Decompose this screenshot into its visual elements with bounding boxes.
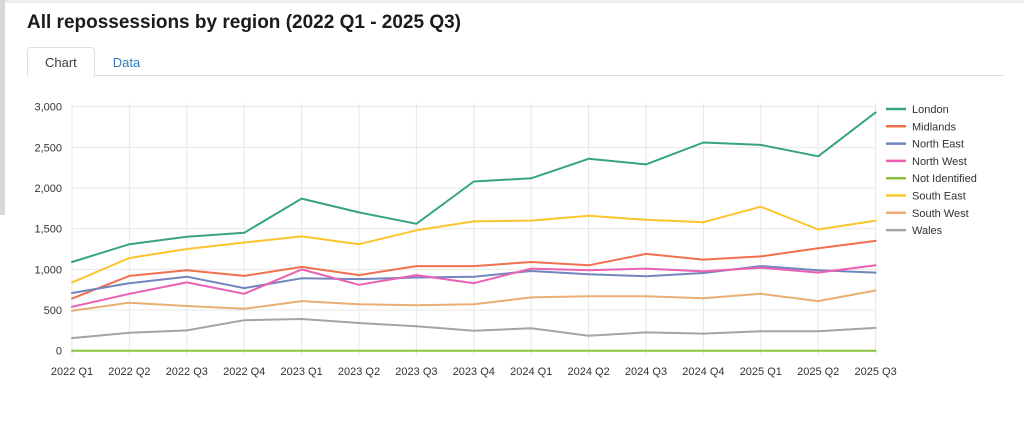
chart-area: 0 500 1,000 1,500 2,000 2,500 3,000 2022 Q1 2022…	[0, 88, 1024, 398]
page-left-edge	[0, 0, 5, 215]
x-axis-label: 2022 Q4	[223, 366, 265, 378]
y-axis-label: 1,500	[34, 224, 62, 236]
x-axis-label: 2023 Q2	[338, 366, 380, 378]
legend-label-london: London	[912, 104, 949, 116]
series-line-south-west	[71, 289, 877, 312]
legend-item-not-identified[interactable]: Not Identified	[886, 173, 977, 185]
series-line-north-west	[71, 264, 877, 308]
page: All repossessions by region (2022 Q1 - 2…	[0, 12, 1024, 398]
y-axis-label: 500	[44, 305, 62, 317]
legend-label-north-east: North East	[912, 139, 964, 151]
x-axis-label: 2024 Q2	[567, 366, 609, 378]
legend-label-south-west: South West	[912, 208, 969, 220]
y-axis-label: 3,000	[34, 102, 62, 114]
y-axis-label: 2,000	[34, 183, 62, 195]
y-axis-label: 2,500	[34, 142, 62, 154]
y-axis-label: 1,000	[34, 264, 62, 276]
legend-item-north-west[interactable]: North West	[886, 156, 967, 168]
tab-chart[interactable]: Chart	[27, 47, 95, 77]
x-axis-label: 2023 Q4	[453, 366, 495, 378]
page-top-border	[0, 0, 1024, 3]
page-title: All repossessions by region (2022 Q1 - 2…	[27, 12, 462, 33]
legend-item-midlands[interactable]: Midlands	[886, 121, 957, 133]
series-line-wales	[71, 318, 877, 340]
x-axis-label: 2022 Q2	[108, 366, 150, 378]
legend-item-south-west[interactable]: South West	[886, 208, 969, 220]
legend-item-london[interactable]: London	[886, 104, 949, 116]
series-line-south-east	[71, 205, 877, 284]
x-axis-label: 2024 Q4	[682, 366, 724, 378]
legend-label-midlands: Midlands	[912, 121, 957, 133]
tab-bar: Chart Data	[27, 47, 1003, 77]
x-axis-label: 2024 Q3	[625, 366, 667, 378]
tab-data[interactable]: Data	[112, 55, 141, 70]
series-line-london	[71, 111, 877, 263]
x-axis-label: 2022 Q1	[51, 366, 93, 378]
legend-label-not-identified: Not Identified	[912, 173, 977, 185]
legend-label-south-east: South East	[912, 191, 966, 203]
x-axis-label: 2024 Q1	[510, 366, 552, 378]
x-axis-label: 2025 Q3	[854, 366, 896, 378]
x-axis-label: 2025 Q2	[797, 366, 839, 378]
legend-item-wales[interactable]: Wales	[886, 225, 943, 237]
legend-label-north-west: North West	[912, 156, 967, 168]
x-axis-label: 2025 Q1	[740, 366, 782, 378]
line-chart-svg: 0 500 1,000 1,500 2,000 2,500 3,000 2022 Q1 2022…	[34, 102, 977, 378]
y-axis-label: 0	[56, 346, 62, 358]
x-axis-label: 2023 Q3	[395, 366, 437, 378]
x-axis-label: 2023 Q1	[280, 366, 322, 378]
x-axis-label: 2022 Q3	[166, 366, 208, 378]
legend-item-south-east[interactable]: South East	[886, 191, 966, 203]
series-line-midlands	[71, 239, 877, 300]
legend-item-north-east[interactable]: North East	[886, 139, 964, 151]
legend-label-wales: Wales	[912, 225, 943, 237]
